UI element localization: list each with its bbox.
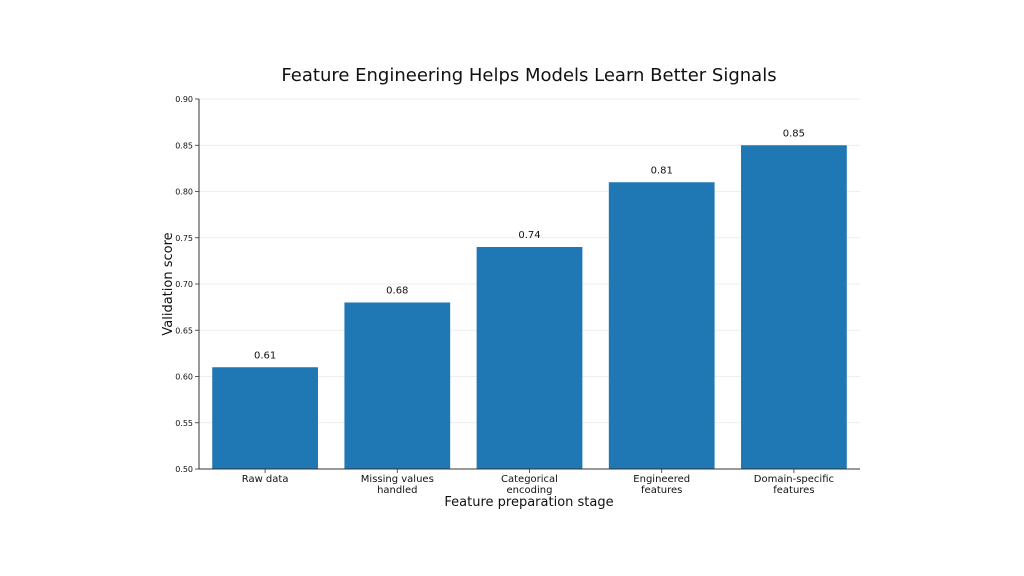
x-tick-label: Domain-specific features — [754, 474, 834, 496]
chart-title: Feature Engineering Helps Models Learn B… — [281, 65, 776, 86]
bar — [212, 367, 318, 469]
y-axis-title: Validation score — [161, 232, 176, 335]
y-tick-label: 0.90 — [175, 95, 193, 104]
y-tick-label: 0.75 — [175, 234, 193, 243]
y-tick-label: 0.60 — [175, 373, 193, 382]
bar — [608, 182, 715, 469]
y-tick-label: 0.80 — [175, 188, 193, 197]
y-tick-label: 0.65 — [175, 326, 193, 335]
data-labels: 0.61 0.68 0.74 0.81 0.85 — [254, 128, 805, 361]
bar-value-label: 0.61 — [254, 350, 276, 361]
x-tick-label: Raw data — [242, 474, 289, 485]
x-tick-label: Missing values handled — [361, 474, 434, 496]
bar-value-label: 0.74 — [518, 230, 540, 241]
bar — [344, 302, 451, 469]
y-tick-label: 0.70 — [175, 280, 193, 289]
bar-value-label: 0.81 — [651, 165, 673, 176]
y-ticks: 0.50 0.55 0.60 0.65 0.70 0.75 0.80 0.85 0.90 — [175, 95, 199, 474]
bars — [212, 145, 847, 469]
y-tick-label: 0.50 — [175, 465, 193, 474]
bar-value-label: 0.68 — [386, 286, 408, 297]
bar-value-label: 0.85 — [783, 128, 805, 139]
y-tick-label: 0.55 — [175, 419, 193, 428]
y-tick-label: 0.85 — [175, 141, 193, 150]
x-tick-label: Categorical encoding — [501, 474, 558, 496]
bar — [741, 145, 847, 469]
x-ticks: Raw data Missing values handled Categorical… — [242, 469, 834, 496]
x-tick-label: Engineered features — [633, 474, 690, 496]
x-axis-title: Feature preparation stage — [444, 495, 613, 510]
bar — [476, 247, 583, 469]
